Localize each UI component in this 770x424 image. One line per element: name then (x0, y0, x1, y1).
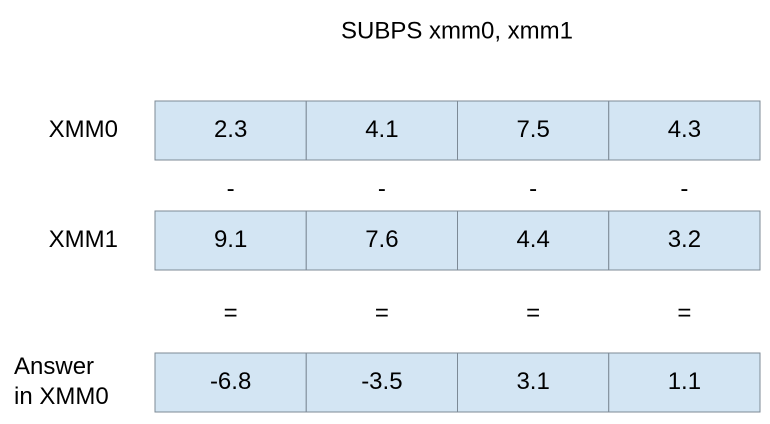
cell-value: 4.1 (365, 116, 398, 143)
register-cell (154, 210, 307, 271)
register-label: Answer (14, 353, 94, 380)
register-cell (154, 352, 307, 413)
register-cell (608, 210, 761, 271)
cell-value: 3.1 (516, 368, 549, 395)
register-cell (608, 352, 761, 413)
cell-value: -6.8 (210, 368, 251, 395)
title: SUBPS xmm0, xmm1 (341, 17, 573, 44)
register-cell (305, 100, 458, 161)
operator: = (526, 299, 540, 326)
register-label: XMM0 (49, 116, 118, 143)
cell-value: 7.6 (365, 226, 398, 253)
operator: - (227, 175, 235, 202)
cell-value: 2.3 (214, 116, 247, 143)
register-label: in XMM0 (14, 383, 109, 410)
cell-value: 3.2 (668, 226, 701, 253)
operator: - (680, 175, 688, 202)
operator: = (677, 299, 691, 326)
cell-value: 4.4 (516, 226, 549, 253)
register-cell (305, 352, 458, 413)
register-cell (457, 100, 610, 161)
register-cell (608, 100, 761, 161)
operator: = (375, 299, 389, 326)
operator: - (529, 175, 537, 202)
operator: = (224, 299, 238, 326)
cell-value: 7.5 (516, 116, 549, 143)
register-cell (457, 210, 610, 271)
register-cell (305, 210, 458, 271)
operator: - (378, 175, 386, 202)
cell-value: 4.3 (668, 116, 701, 143)
register-cell (154, 100, 307, 161)
cell-value: 1.1 (668, 368, 701, 395)
cell-value: 9.1 (214, 226, 247, 253)
cell-value: -3.5 (361, 368, 402, 395)
register-label: XMM1 (49, 226, 118, 253)
